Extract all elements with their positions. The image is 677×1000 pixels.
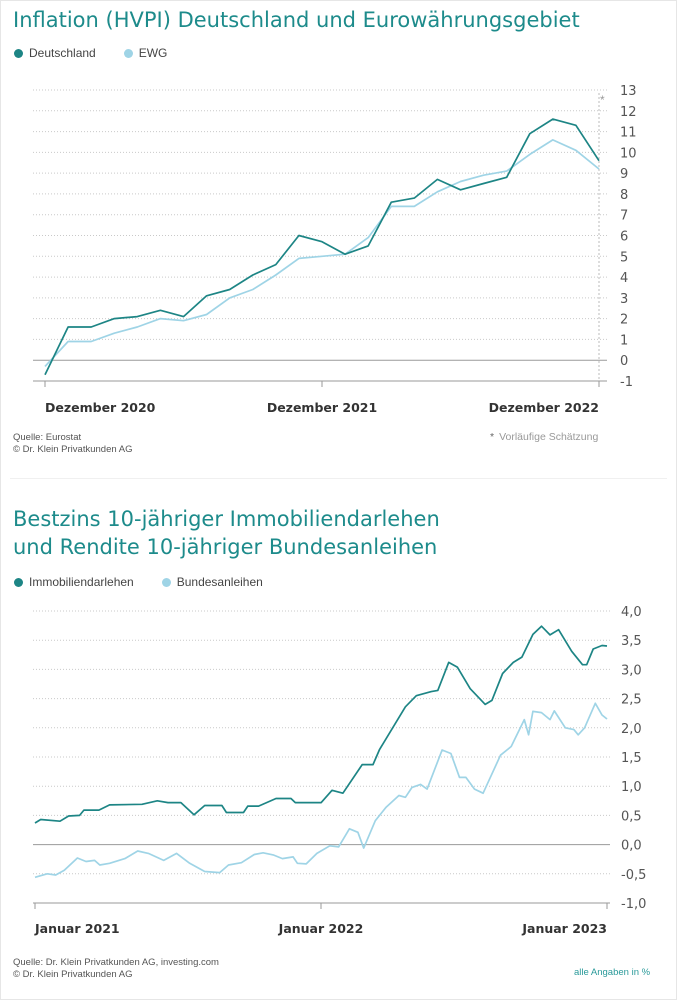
chart2-legend: Immobiliendarlehen Bundesanleihen xyxy=(14,575,285,589)
estimate-asterisk: * xyxy=(490,431,495,443)
legend-label: Bundesanleihen xyxy=(176,575,263,589)
legend-label: EWG xyxy=(138,46,168,60)
estimate-text: Vorläufige Schätzung xyxy=(499,431,599,443)
y-tick-label: -1 xyxy=(620,375,633,390)
legend-label: Immobiliendarlehen xyxy=(29,575,134,589)
series-line-immobiliendarlehen xyxy=(34,625,608,824)
y-tick-label: 7 xyxy=(620,209,628,224)
y-tick-label: 11 xyxy=(620,126,637,141)
y-tick-label: 1,0 xyxy=(621,780,642,795)
y-tick-label: -1,0 xyxy=(621,897,646,912)
y-tick-label: 2,5 xyxy=(621,693,642,708)
legend-dot-icon xyxy=(123,48,133,58)
y-tick-label: 12 xyxy=(620,105,637,120)
chart2-copyright: © Dr. Klein Privatkunden AG xyxy=(13,969,133,980)
y-tick-label: 9 xyxy=(620,167,628,182)
y-tick-label: 3,5 xyxy=(621,634,642,649)
estimate-asterisk-marker: * xyxy=(600,93,605,107)
legend-dot-icon xyxy=(14,577,23,587)
legend-dot-icon xyxy=(161,577,171,587)
chart2-unit-note: alle Angaben in % xyxy=(574,967,651,978)
series-line-deutschland xyxy=(44,118,600,376)
chart1-source: Quelle: Eurostat xyxy=(13,432,82,443)
chart2-footer: Quelle: Dr. Klein Privatkunden AG, inves… xyxy=(13,957,219,981)
chart1-legend: Deutschland EWG xyxy=(14,46,189,60)
x-tick-label: Dezember 2022 xyxy=(489,400,599,415)
y-tick-label: 6 xyxy=(620,230,628,245)
divider xyxy=(10,478,667,479)
legend-item-deutschland: Deutschland xyxy=(14,46,96,60)
y-tick-label: 2,0 xyxy=(621,722,642,737)
y-tick-label: 0,5 xyxy=(621,809,642,824)
chart1-estimate-note: * Vorläufige Schätzung xyxy=(490,431,598,443)
y-tick-label: 0,0 xyxy=(621,839,642,854)
x-tick-label: Dezember 2021 xyxy=(267,400,377,415)
legend-item-bundesanleihen: Bundesanleihen xyxy=(161,575,263,589)
chart1-footer: Quelle: Eurostat © Dr. Klein Privatkunde… xyxy=(13,432,132,456)
y-tick-label: -0,5 xyxy=(621,868,646,883)
chart2-title-line1: Bestzins 10-jähriger Immobiliendarlehen xyxy=(13,507,440,531)
legend-label: Deutschland xyxy=(29,46,96,60)
x-tick-label: Januar 2023 xyxy=(521,921,607,936)
chart2-source: Quelle: Dr. Klein Privatkunden AG, inves… xyxy=(13,957,219,968)
y-tick-label: 1,5 xyxy=(621,751,642,766)
y-tick-label: 2 xyxy=(620,313,628,328)
chart2-title-line2: und Rendite 10-jähriger Bundesanleihen xyxy=(13,535,438,559)
x-tick-label: Dezember 2020 xyxy=(45,400,156,415)
y-tick-label: 5 xyxy=(620,250,628,265)
y-tick-label: 4 xyxy=(620,271,628,286)
chart1-copyright: © Dr. Klein Privatkunden AG xyxy=(13,444,133,455)
y-tick-label: 8 xyxy=(620,188,628,203)
series-line-bundesanleihen xyxy=(34,702,608,879)
y-tick-label: 13 xyxy=(620,84,637,99)
chart1-title: Inflation (HVPI) Deutschland und Eurowäh… xyxy=(13,8,580,32)
x-tick-label: Januar 2022 xyxy=(278,921,364,936)
y-tick-label: 3 xyxy=(620,292,628,307)
y-tick-label: 4,0 xyxy=(621,605,642,620)
y-tick-label: 0 xyxy=(620,354,628,369)
y-tick-label: 3,0 xyxy=(621,663,642,678)
y-tick-label: 10 xyxy=(620,146,637,161)
chart-2-plot: -1,0 -0,5 0,0 0,5 1,0 1,5 2,0 2,5 3,0 3,5 4,0 Janua… xyxy=(33,605,646,936)
legend-item-immobiliendarlehen: Immobiliendarlehen xyxy=(14,575,134,589)
legend-item-ewg: EWG xyxy=(123,46,168,60)
x-tick-label: Januar 2021 xyxy=(34,921,120,936)
legend-dot-icon xyxy=(14,48,23,58)
y-tick-label: 1 xyxy=(620,333,628,348)
series-line-ewg xyxy=(44,139,600,367)
